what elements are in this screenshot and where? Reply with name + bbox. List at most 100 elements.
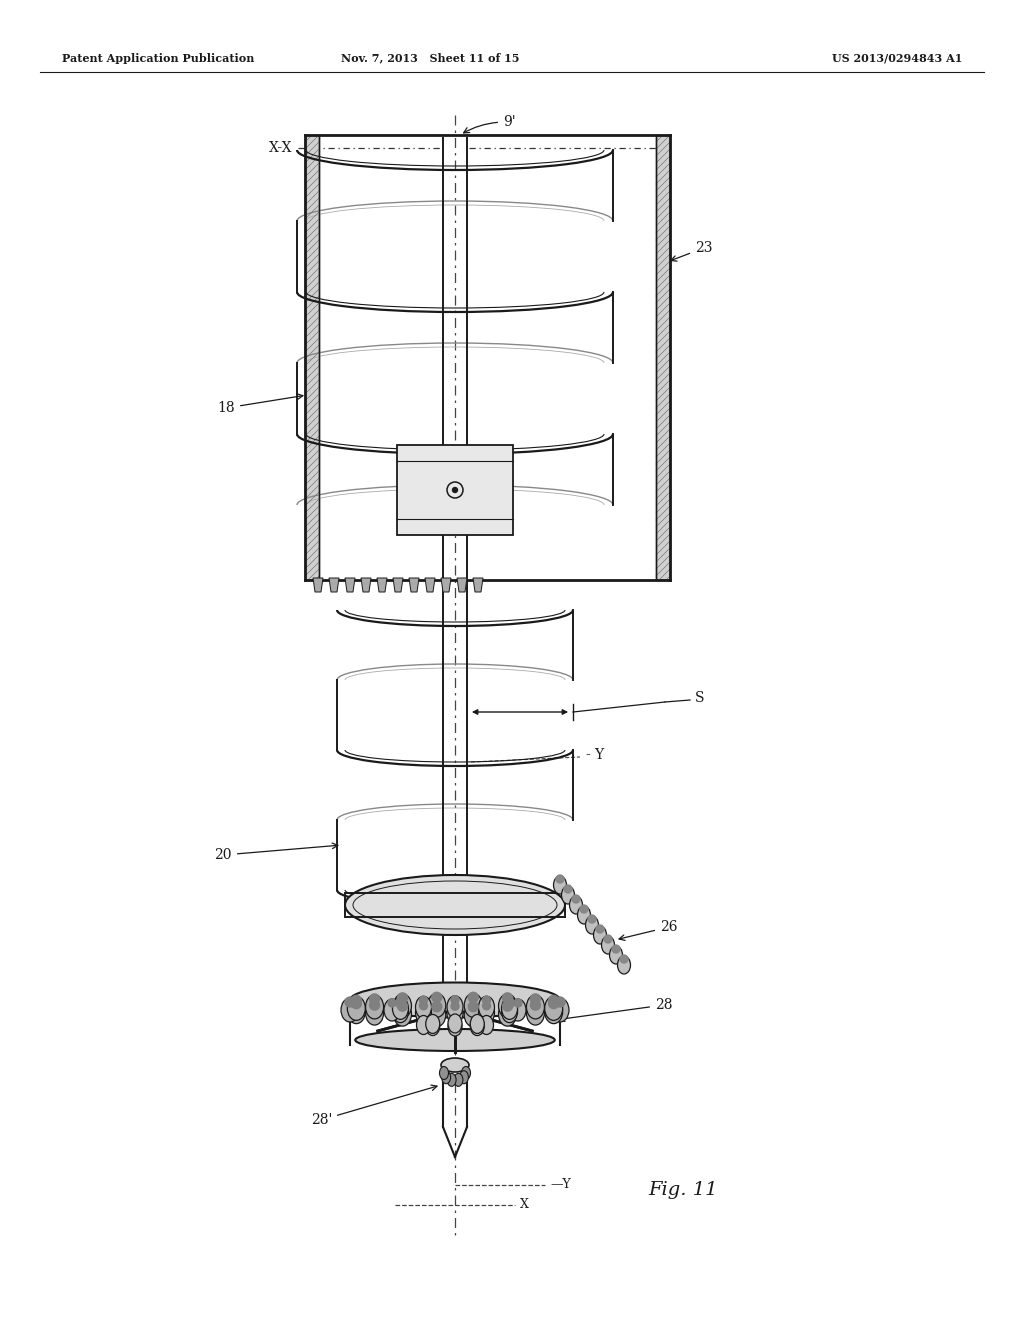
- Ellipse shape: [428, 993, 445, 1018]
- Ellipse shape: [551, 998, 569, 1022]
- Ellipse shape: [464, 1003, 482, 1027]
- Text: Fig. 11: Fig. 11: [648, 1181, 718, 1199]
- Ellipse shape: [347, 999, 366, 1023]
- Ellipse shape: [353, 880, 557, 929]
- Circle shape: [506, 998, 514, 1006]
- Circle shape: [468, 1002, 478, 1011]
- Circle shape: [432, 1002, 441, 1011]
- Ellipse shape: [502, 998, 517, 1019]
- Circle shape: [397, 1001, 408, 1011]
- Ellipse shape: [426, 1015, 439, 1034]
- Polygon shape: [409, 578, 419, 591]
- Circle shape: [468, 993, 478, 1002]
- Text: - Y: - Y: [586, 748, 604, 762]
- Circle shape: [555, 997, 565, 1007]
- Polygon shape: [457, 578, 467, 591]
- Circle shape: [451, 995, 459, 1003]
- Ellipse shape: [441, 1071, 451, 1084]
- Text: 9': 9': [464, 115, 516, 133]
- Circle shape: [549, 995, 559, 1006]
- Ellipse shape: [478, 997, 495, 1018]
- Polygon shape: [377, 578, 387, 591]
- Ellipse shape: [347, 997, 366, 1020]
- Ellipse shape: [416, 997, 431, 1018]
- Ellipse shape: [392, 998, 409, 1019]
- Circle shape: [432, 993, 441, 1002]
- Text: US 2013/0294843 A1: US 2013/0294843 A1: [831, 53, 962, 63]
- Circle shape: [612, 945, 620, 953]
- Ellipse shape: [617, 956, 631, 974]
- Ellipse shape: [499, 994, 516, 1018]
- Ellipse shape: [449, 1016, 462, 1036]
- Circle shape: [514, 999, 522, 1007]
- Circle shape: [530, 994, 541, 1005]
- Ellipse shape: [479, 1015, 494, 1035]
- Circle shape: [580, 906, 588, 913]
- Circle shape: [370, 994, 380, 1005]
- Ellipse shape: [355, 1030, 555, 1051]
- Circle shape: [572, 895, 580, 903]
- Ellipse shape: [569, 896, 583, 913]
- Circle shape: [588, 915, 596, 923]
- Polygon shape: [313, 578, 323, 591]
- Ellipse shape: [447, 995, 463, 1018]
- Ellipse shape: [594, 927, 606, 944]
- Ellipse shape: [393, 994, 412, 1018]
- Bar: [397, 445, 513, 535]
- Text: Patent Application Publication: Patent Application Publication: [62, 53, 254, 63]
- Ellipse shape: [417, 1015, 430, 1035]
- Circle shape: [620, 954, 628, 964]
- Circle shape: [556, 875, 564, 883]
- Ellipse shape: [526, 1001, 545, 1026]
- Polygon shape: [441, 578, 451, 591]
- Circle shape: [453, 487, 458, 492]
- Ellipse shape: [586, 916, 598, 935]
- Ellipse shape: [470, 1015, 484, 1034]
- Ellipse shape: [478, 1002, 495, 1024]
- Circle shape: [451, 1002, 459, 1010]
- Circle shape: [549, 999, 559, 1008]
- Text: 18: 18: [217, 393, 303, 414]
- Circle shape: [503, 993, 512, 1003]
- Circle shape: [604, 935, 612, 942]
- Ellipse shape: [460, 1071, 468, 1084]
- Circle shape: [482, 1002, 490, 1010]
- Circle shape: [503, 1001, 512, 1011]
- Ellipse shape: [449, 1014, 462, 1034]
- Ellipse shape: [439, 1067, 449, 1080]
- Circle shape: [506, 1001, 514, 1008]
- Polygon shape: [425, 578, 435, 591]
- Ellipse shape: [447, 1073, 456, 1086]
- Text: Nov. 7, 2013   Sheet 11 of 15: Nov. 7, 2013 Sheet 11 of 15: [341, 53, 519, 63]
- Circle shape: [396, 1001, 404, 1008]
- Ellipse shape: [554, 876, 566, 894]
- Ellipse shape: [545, 999, 562, 1023]
- Polygon shape: [345, 578, 355, 591]
- Ellipse shape: [366, 995, 384, 1019]
- Text: X-X: X-X: [268, 141, 292, 154]
- Circle shape: [351, 999, 361, 1008]
- Polygon shape: [473, 578, 483, 591]
- Ellipse shape: [499, 1002, 516, 1026]
- Circle shape: [370, 1001, 380, 1010]
- Ellipse shape: [561, 886, 574, 904]
- Circle shape: [420, 997, 427, 1005]
- Circle shape: [482, 997, 490, 1005]
- Circle shape: [351, 995, 361, 1006]
- Ellipse shape: [384, 999, 400, 1020]
- Ellipse shape: [393, 1002, 412, 1026]
- Circle shape: [596, 925, 604, 933]
- Polygon shape: [329, 578, 339, 591]
- Ellipse shape: [428, 1003, 445, 1027]
- Ellipse shape: [502, 1001, 517, 1023]
- Ellipse shape: [350, 982, 560, 1018]
- Circle shape: [564, 884, 572, 894]
- Ellipse shape: [454, 1073, 463, 1086]
- Circle shape: [345, 997, 355, 1007]
- Ellipse shape: [464, 993, 482, 1018]
- Text: S: S: [695, 690, 705, 705]
- Ellipse shape: [526, 995, 545, 1019]
- Ellipse shape: [545, 997, 562, 1020]
- Ellipse shape: [341, 998, 359, 1022]
- Ellipse shape: [392, 1001, 409, 1023]
